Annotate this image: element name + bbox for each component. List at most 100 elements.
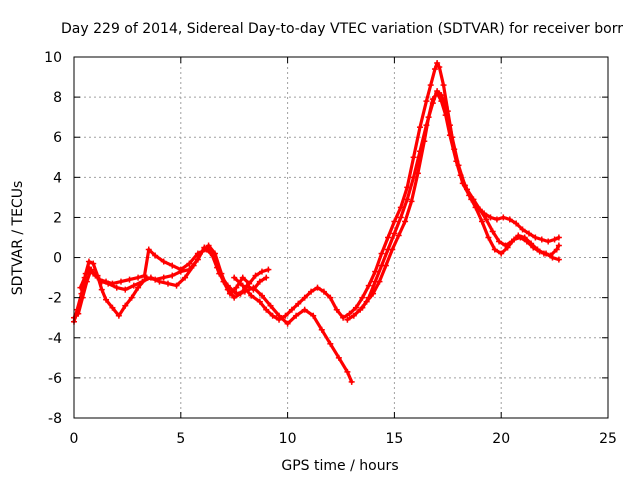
data-point bbox=[135, 284, 142, 291]
data-point bbox=[301, 294, 308, 301]
data-point bbox=[348, 378, 355, 385]
data-point bbox=[451, 146, 458, 153]
x-axis-title: GPS time / hours bbox=[281, 458, 398, 474]
data-point bbox=[457, 172, 464, 179]
data-point bbox=[239, 274, 246, 281]
data-point bbox=[365, 282, 372, 289]
data-point bbox=[553, 246, 560, 253]
data-point bbox=[555, 242, 562, 249]
data-point bbox=[502, 242, 509, 249]
data-point bbox=[186, 260, 193, 267]
data-point bbox=[265, 266, 272, 273]
data-point bbox=[301, 306, 308, 313]
data-point bbox=[209, 252, 216, 259]
data-point bbox=[491, 246, 498, 253]
data-point bbox=[126, 276, 133, 283]
data-point bbox=[85, 258, 92, 265]
data-point bbox=[555, 256, 562, 263]
data-point bbox=[521, 234, 528, 241]
data-point bbox=[427, 82, 434, 89]
data-point bbox=[352, 304, 359, 311]
data-point bbox=[130, 282, 137, 289]
data-point bbox=[476, 206, 483, 213]
data-point bbox=[438, 92, 445, 99]
data-point bbox=[182, 274, 189, 281]
data-point bbox=[365, 294, 372, 301]
data-point bbox=[384, 246, 391, 253]
data-series-group bbox=[71, 60, 562, 385]
series-pass-6 bbox=[359, 88, 562, 311]
data-point bbox=[346, 310, 353, 317]
data-point bbox=[103, 296, 110, 303]
data-point bbox=[314, 284, 321, 291]
data-point bbox=[310, 312, 317, 319]
data-point bbox=[113, 284, 120, 291]
data-point bbox=[81, 274, 88, 281]
data-point bbox=[545, 238, 552, 245]
y-tick-label: -2 bbox=[48, 291, 62, 307]
y-tick-label: 2 bbox=[53, 210, 62, 226]
data-point bbox=[77, 284, 84, 291]
data-point bbox=[194, 250, 201, 257]
data-point bbox=[152, 252, 159, 259]
data-point bbox=[318, 326, 325, 333]
data-point bbox=[538, 236, 545, 243]
data-point bbox=[284, 320, 291, 327]
data-point bbox=[256, 278, 263, 285]
data-point bbox=[440, 82, 447, 89]
y-tick-label: 0 bbox=[53, 251, 62, 267]
y-tick-label: -6 bbox=[48, 371, 62, 387]
series-pass-5 bbox=[344, 90, 562, 323]
y-axis-title: SDTVAR / TECUs bbox=[10, 181, 26, 296]
data-point bbox=[103, 278, 110, 285]
x-tick-label: 0 bbox=[70, 431, 79, 447]
data-point bbox=[528, 240, 535, 247]
y-tick-label: 6 bbox=[53, 130, 62, 146]
data-point bbox=[258, 268, 265, 275]
data-point bbox=[85, 264, 92, 271]
chart-title: Day 229 of 2014, Sidereal Day-to-day VTE… bbox=[61, 21, 623, 37]
series-line bbox=[360, 89, 561, 310]
x-tick-label: 15 bbox=[385, 431, 403, 447]
x-tick-label: 20 bbox=[492, 431, 510, 447]
data-point bbox=[391, 218, 398, 225]
data-point bbox=[515, 232, 522, 239]
data-point bbox=[464, 186, 471, 193]
data-point bbox=[423, 98, 430, 105]
x-tick-labels: 0 5 10 15 20 25 bbox=[70, 431, 617, 447]
data-point bbox=[173, 282, 180, 289]
data-point bbox=[258, 292, 265, 299]
data-point bbox=[141, 272, 148, 279]
data-point bbox=[160, 258, 167, 265]
data-point bbox=[436, 64, 443, 71]
data-point bbox=[203, 246, 210, 253]
x-tick-label: 10 bbox=[279, 431, 297, 447]
data-point bbox=[431, 66, 438, 73]
grid-lines bbox=[74, 57, 608, 418]
data-point bbox=[378, 262, 385, 269]
data-point bbox=[205, 242, 212, 249]
data-point bbox=[233, 290, 240, 297]
y-tick-label: 8 bbox=[53, 90, 62, 106]
data-point bbox=[487, 214, 494, 221]
data-point bbox=[327, 340, 334, 347]
data-point bbox=[508, 238, 515, 245]
data-point bbox=[293, 312, 300, 319]
data-point bbox=[233, 284, 240, 291]
data-point bbox=[359, 294, 366, 301]
data-point bbox=[397, 214, 404, 221]
y-tick-label: -4 bbox=[48, 331, 62, 347]
data-point bbox=[485, 234, 492, 241]
data-point bbox=[344, 368, 351, 375]
data-point bbox=[417, 124, 424, 131]
data-point bbox=[340, 314, 347, 321]
data-point bbox=[429, 100, 436, 107]
data-point bbox=[169, 272, 176, 279]
data-point bbox=[90, 260, 97, 267]
series-pass-3 bbox=[77, 246, 355, 385]
data-point bbox=[378, 250, 385, 257]
data-point bbox=[282, 312, 289, 319]
data-point bbox=[434, 88, 441, 95]
data-point bbox=[156, 278, 163, 285]
